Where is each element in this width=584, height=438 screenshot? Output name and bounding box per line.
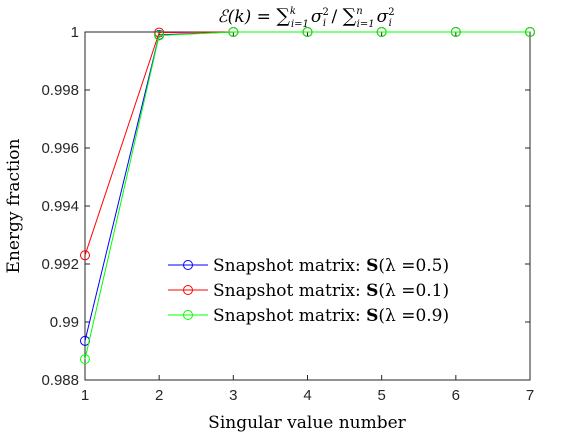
y-tick-label: 0.992 <box>41 256 79 273</box>
series-line-2 <box>84 31 530 360</box>
data-point-2-3 <box>302 27 313 37</box>
x-axis-label: Singular value number <box>208 413 407 433</box>
legend: Snapshot matrix: S(λ =0.5) Snapshot matr… <box>168 256 449 326</box>
legend-entry-lambda-0.1: Snapshot matrix: S(λ =0.1) <box>168 281 449 301</box>
data-point-2-5 <box>450 27 461 37</box>
data-point-2-4 <box>376 27 387 37</box>
legend-entry-lambda-0.9: Snapshot matrix: S(λ =0.9) <box>168 306 449 326</box>
y-axis-label: Energy fraction <box>4 138 24 273</box>
x-tick-label: 4 <box>303 387 311 404</box>
x-tick-label: 6 <box>452 387 460 404</box>
legend-label-lambda-0.9: Snapshot matrix: S(λ =0.9) <box>213 306 449 326</box>
data-point-1-0 <box>80 250 90 261</box>
ticks: 1 2 3 4 5 6 7 0.988 0.99 0.992 0.994 0.996 0.998 1 <box>41 24 534 404</box>
legend-marker-lambda-0.9 <box>183 310 193 320</box>
data-point-2-1 <box>154 30 165 41</box>
y-tick-label: 0.994 <box>41 198 79 215</box>
data-point-2-6 <box>525 27 535 37</box>
y-tick-label: 0.99 <box>50 314 79 331</box>
y-tick-label: 1 <box>71 24 79 41</box>
legend-label-lambda-0.1: Snapshot matrix: S(λ =0.1) <box>213 281 449 301</box>
y-tick-label: 0.988 <box>41 372 79 389</box>
legend-entry-lambda-0.5: Snapshot matrix: S(λ =0.5) <box>168 256 449 276</box>
legend-marker-lambda-0.5 <box>183 260 193 270</box>
chart-title: ℰ(k) = ∑k i=1 σ2 i / ∑n i=1 σ2 i <box>217 5 394 30</box>
data-point-2-2 <box>228 27 239 37</box>
data-point-2-0 <box>80 354 90 365</box>
y-tick-label: 0.998 <box>41 82 79 99</box>
x-tick-label: 5 <box>377 387 385 404</box>
x-tick-label: 3 <box>229 387 237 404</box>
x-tick-label: 2 <box>155 387 163 404</box>
legend-label-lambda-0.5: Snapshot matrix: S(λ =0.5) <box>213 256 449 276</box>
series-lines <box>80 27 535 365</box>
x-tick-label: 7 <box>526 387 534 404</box>
y-tick-label: 0.996 <box>41 140 79 157</box>
x-tick-label: 1 <box>81 387 89 404</box>
legend-marker-lambda-0.1 <box>183 285 193 295</box>
plot-area <box>84 31 531 381</box>
